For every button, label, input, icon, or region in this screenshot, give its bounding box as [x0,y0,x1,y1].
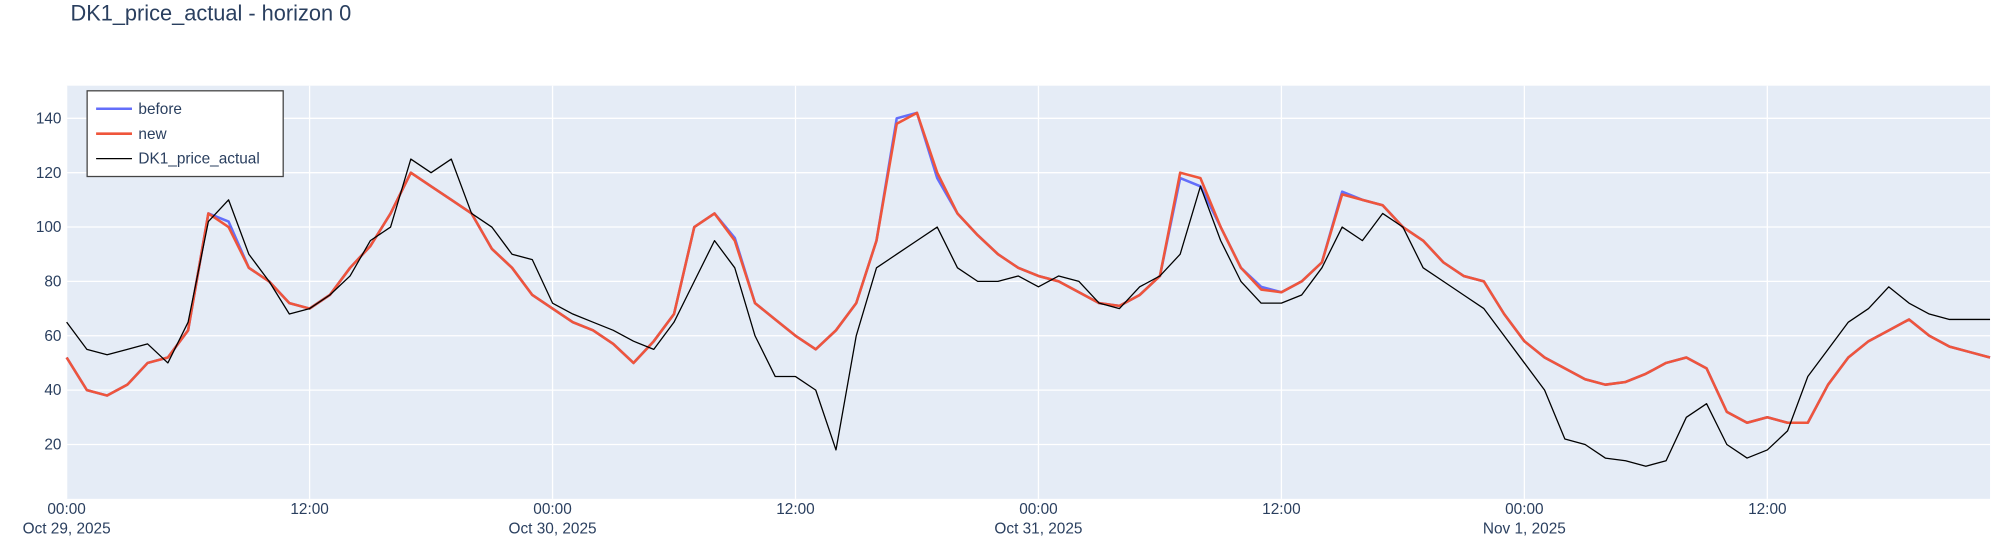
y-tick-label: 60 [44,328,61,345]
legend-label: new [138,126,167,143]
x-tick-label: 00:00 [47,501,85,518]
x-tick-label: 12:00 [1262,501,1300,518]
legend-label: DK1_price_actual [138,151,259,168]
y-tick-label: 100 [36,219,62,236]
y-tick-label: 140 [36,110,62,127]
legend-label: before [138,101,182,118]
line [65,111,1991,425]
x-tick-label: 00:00 [1019,501,1057,518]
chart-title: DK1_price_actual - horizon 0 [70,0,351,25]
x-tick-label: 00:00 [1505,501,1543,518]
y-tick-label: 40 [44,382,61,399]
y-tick-label: 20 [44,437,61,454]
legend-box [86,90,284,178]
x-tick-date: Oct 31, 2025 [994,520,1082,537]
x-tick-label: 12:00 [1748,501,1786,518]
x-tick-label: 00:00 [533,501,571,518]
x-tick-label: 12:00 [290,501,328,518]
x-tick-date: Oct 30, 2025 [509,520,597,537]
plot-background [66,85,1991,499]
x-tick-label: 12:00 [776,501,814,518]
legend: before new DK1_price_actual [86,90,284,178]
x-tick-date: Oct 29, 2025 [23,520,111,537]
line [66,158,1991,467]
x-tick-date: Nov 1, 2025 [1483,520,1566,537]
y-tick-label: 80 [44,274,61,291]
y-tick-label: 120 [36,165,62,182]
